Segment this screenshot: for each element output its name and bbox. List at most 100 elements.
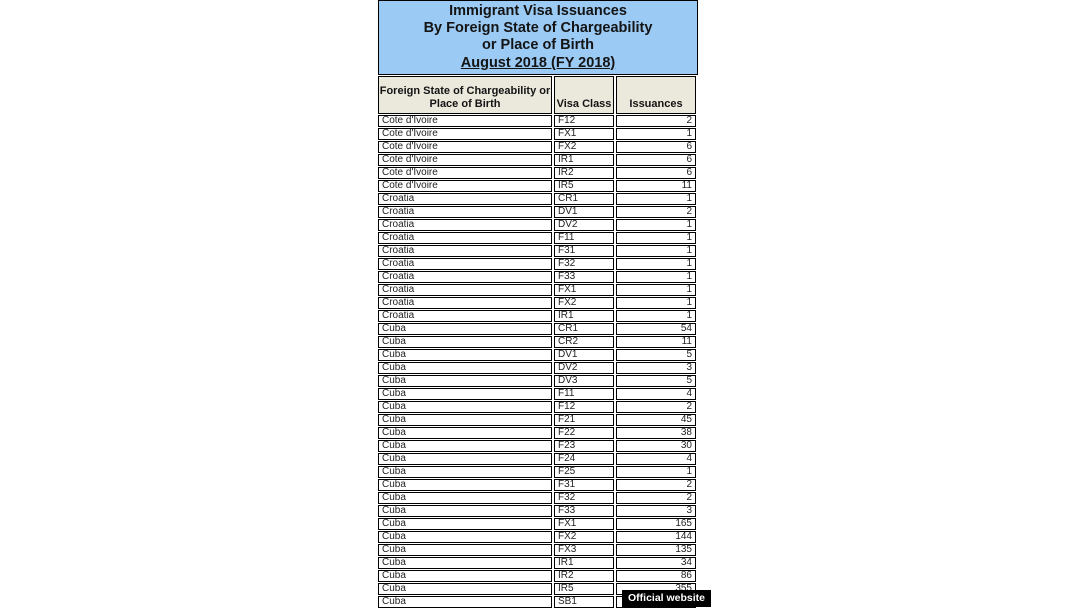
visa-class-cell: DV2 <box>554 362 614 374</box>
country-cell: Cote d'Ivoire <box>378 154 552 166</box>
country-cell: Cuba <box>378 453 552 465</box>
country-cell: Croatia <box>378 258 552 270</box>
country-cell: Cuba <box>378 336 552 348</box>
issuances-cell: 1 <box>616 193 696 205</box>
issuances-cell: 144 <box>616 531 696 543</box>
issuances-cell: 5 <box>616 349 696 361</box>
title-line-4: August 2018 (FY 2018) <box>460 54 616 71</box>
visa-class-cell: F12 <box>554 115 614 127</box>
issuances-cell: 2 <box>616 206 696 218</box>
header-foreign-state-line-1: Foreign State of Chargeability or <box>379 85 551 97</box>
issuances-cell: 86 <box>616 570 696 582</box>
visa-class-cell: F31 <box>554 479 614 491</box>
visa-class-cell: DV2 <box>554 219 614 231</box>
issuances-cell: 135 <box>616 544 696 556</box>
visa-class-cell: F12 <box>554 401 614 413</box>
visa-class-cell: IR2 <box>554 570 614 582</box>
title-line-1: Immigrant Visa Issuances <box>449 3 627 19</box>
visa-class-cell: CR1 <box>554 323 614 335</box>
issuances-cell: 1 <box>616 219 696 231</box>
issuances-cell: 34 <box>616 557 696 569</box>
header-foreign-state-line-2: Place of Birth <box>429 98 501 110</box>
header-visa-class: Visa Class <box>554 76 614 114</box>
visa-class-cell: IR5 <box>554 180 614 192</box>
visa-class-cell: F32 <box>554 492 614 504</box>
country-cell: Croatia <box>378 232 552 244</box>
title-line-3: or Place of Birth <box>482 37 594 54</box>
country-cell: Cuba <box>378 531 552 543</box>
country-cell: Cuba <box>378 557 552 569</box>
issuances-cell: 1 <box>616 466 696 478</box>
issuances-cell: 54 <box>616 323 696 335</box>
issuances-cell: 30 <box>616 440 696 452</box>
issuances-cell: 2 <box>616 115 696 127</box>
country-cell: Cuba <box>378 544 552 556</box>
issuances-cell: 6 <box>616 154 696 166</box>
country-cell: Cuba <box>378 570 552 582</box>
visa-class-cell: FX2 <box>554 297 614 309</box>
visa-class-cell: FX2 <box>554 531 614 543</box>
country-cell: Croatia <box>378 271 552 283</box>
country-cell: Croatia <box>378 193 552 205</box>
visa-class-cell: FX3 <box>554 544 614 556</box>
visa-class-cell: IR1 <box>554 154 614 166</box>
visa-class-cell: F21 <box>554 414 614 426</box>
country-cell: Cuba <box>378 349 552 361</box>
visa-class-cell: F11 <box>554 232 614 244</box>
country-cell: Cote d'Ivoire <box>378 167 552 179</box>
issuances-cell: 2 <box>616 401 696 413</box>
issuances-cell: 1 <box>616 128 696 140</box>
visa-class-cell: FX1 <box>554 284 614 296</box>
header-foreign-state: Foreign State of Chargeability or Place … <box>378 76 552 114</box>
visa-class-cell: DV1 <box>554 206 614 218</box>
country-cell: Croatia <box>378 297 552 309</box>
visa-class-cell: FX1 <box>554 518 614 530</box>
visa-class-cell: DV3 <box>554 375 614 387</box>
country-cell: Cuba <box>378 375 552 387</box>
issuances-cell: 1 <box>616 297 696 309</box>
issuances-cell: 2 <box>616 492 696 504</box>
title-line-2: By Foreign State of Chargeability <box>423 20 653 37</box>
country-cell: Cuba <box>378 505 552 517</box>
country-cell: Cuba <box>378 479 552 491</box>
issuances-cell: 165 <box>616 518 696 530</box>
visa-class-cell: F24 <box>554 453 614 465</box>
issuances-cell: 1 <box>616 271 696 283</box>
issuances-cell: 11 <box>616 336 696 348</box>
issuances-cell: 1 <box>616 258 696 270</box>
country-cell: Croatia <box>378 245 552 257</box>
country-cell: Cuba <box>378 362 552 374</box>
visa-class-cell: IR1 <box>554 557 614 569</box>
issuances-cell: 1 <box>616 310 696 322</box>
visa-class-cell: SB1 <box>554 596 614 608</box>
country-cell: Cuba <box>378 440 552 452</box>
visa-class-cell: F22 <box>554 427 614 439</box>
issuances-cell: 1 <box>616 245 696 257</box>
issuances-cell: 38 <box>616 427 696 439</box>
country-cell: Croatia <box>378 206 552 218</box>
country-cell: Cote d'Ivoire <box>378 128 552 140</box>
country-cell: Cote d'Ivoire <box>378 141 552 153</box>
country-cell: Cuba <box>378 388 552 400</box>
visa-class-cell: IR5 <box>554 583 614 595</box>
visa-class-cell: IR1 <box>554 310 614 322</box>
issuances-cell: 3 <box>616 505 696 517</box>
issuances-cell: 5 <box>616 375 696 387</box>
issuances-cell: 6 <box>616 141 696 153</box>
issuances-cell: 4 <box>616 388 696 400</box>
visa-class-cell: FX2 <box>554 141 614 153</box>
country-cell: Cuba <box>378 466 552 478</box>
table-title: Immigrant Visa Issuances By Foreign Stat… <box>378 0 698 75</box>
issuances-cell: 1 <box>616 232 696 244</box>
country-cell: Cote d'Ivoire <box>378 115 552 127</box>
visa-class-cell: F33 <box>554 505 614 517</box>
visa-class-cell: F32 <box>554 258 614 270</box>
visa-table-body: Cote d'Ivoire F12 2 Cote d'Ivoire FX1 1 Cote d… <box>378 115 698 608</box>
visa-class-cell: F23 <box>554 440 614 452</box>
visa-class-cell: DV1 <box>554 349 614 361</box>
issuances-cell: 4 <box>616 453 696 465</box>
country-cell: Cuba <box>378 492 552 504</box>
country-cell: Croatia <box>378 284 552 296</box>
visa-class-cell: FX1 <box>554 128 614 140</box>
